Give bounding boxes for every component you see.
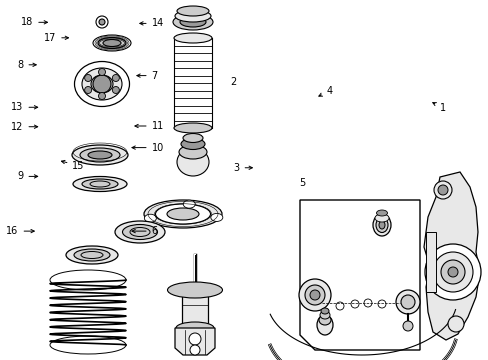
Ellipse shape <box>179 145 206 159</box>
Ellipse shape <box>91 75 113 93</box>
Circle shape <box>112 86 119 94</box>
Circle shape <box>98 68 105 76</box>
Circle shape <box>424 244 480 300</box>
Circle shape <box>309 290 319 300</box>
Text: 14: 14 <box>140 18 163 28</box>
Text: 9: 9 <box>17 171 38 181</box>
Circle shape <box>190 345 200 355</box>
Text: 17: 17 <box>44 33 68 43</box>
Ellipse shape <box>74 249 110 261</box>
Ellipse shape <box>144 214 156 222</box>
Ellipse shape <box>210 213 223 221</box>
Ellipse shape <box>167 282 222 298</box>
Polygon shape <box>299 200 419 350</box>
Circle shape <box>112 75 119 81</box>
Ellipse shape <box>319 311 329 319</box>
Text: 7: 7 <box>137 71 158 81</box>
Bar <box>425 232 435 292</box>
Text: 1: 1 <box>432 103 446 113</box>
Ellipse shape <box>155 204 210 224</box>
Circle shape <box>189 333 201 345</box>
Ellipse shape <box>80 148 120 162</box>
Text: 4: 4 <box>318 86 332 96</box>
Circle shape <box>377 300 385 308</box>
Ellipse shape <box>181 139 204 149</box>
Ellipse shape <box>177 148 208 176</box>
Ellipse shape <box>82 179 118 189</box>
Polygon shape <box>423 172 479 340</box>
Circle shape <box>432 252 472 292</box>
Ellipse shape <box>88 151 112 159</box>
Ellipse shape <box>318 315 330 325</box>
Ellipse shape <box>66 246 118 264</box>
Ellipse shape <box>372 214 390 236</box>
Text: 13: 13 <box>11 102 38 112</box>
Circle shape <box>402 321 412 331</box>
Text: 10: 10 <box>132 143 163 153</box>
Ellipse shape <box>176 322 214 334</box>
Circle shape <box>363 299 371 307</box>
Text: 2: 2 <box>230 77 236 87</box>
Circle shape <box>350 300 358 308</box>
Ellipse shape <box>320 308 328 314</box>
Circle shape <box>400 295 414 309</box>
Ellipse shape <box>375 217 387 233</box>
Ellipse shape <box>93 35 131 51</box>
Text: 15: 15 <box>61 161 84 171</box>
Bar <box>182 290 207 328</box>
Ellipse shape <box>82 68 122 100</box>
Text: 8: 8 <box>17 60 36 70</box>
Circle shape <box>335 302 343 310</box>
Text: 18: 18 <box>21 17 47 27</box>
Ellipse shape <box>73 176 127 192</box>
Circle shape <box>433 181 451 199</box>
Circle shape <box>447 267 457 277</box>
Ellipse shape <box>167 208 199 220</box>
Ellipse shape <box>174 33 212 43</box>
Text: 3: 3 <box>233 163 252 173</box>
Ellipse shape <box>183 134 203 143</box>
Ellipse shape <box>103 40 121 46</box>
Ellipse shape <box>98 37 126 49</box>
Ellipse shape <box>376 210 386 216</box>
Ellipse shape <box>374 214 388 222</box>
Ellipse shape <box>180 17 205 27</box>
Text: 6: 6 <box>132 226 158 236</box>
Circle shape <box>305 285 325 305</box>
Ellipse shape <box>99 19 105 25</box>
Circle shape <box>298 279 330 311</box>
Text: 16: 16 <box>6 226 34 236</box>
Ellipse shape <box>115 221 164 243</box>
Ellipse shape <box>74 62 129 107</box>
Circle shape <box>84 75 91 81</box>
Ellipse shape <box>177 6 208 16</box>
Ellipse shape <box>72 145 128 165</box>
Text: 5: 5 <box>299 178 305 188</box>
Ellipse shape <box>173 14 213 30</box>
Text: 12: 12 <box>11 122 38 132</box>
Ellipse shape <box>122 225 157 239</box>
Circle shape <box>84 86 91 94</box>
Ellipse shape <box>174 123 212 133</box>
Circle shape <box>395 290 419 314</box>
Circle shape <box>440 260 464 284</box>
Ellipse shape <box>316 315 332 335</box>
Circle shape <box>447 316 463 332</box>
Ellipse shape <box>175 10 210 22</box>
Text: 11: 11 <box>135 121 163 131</box>
Ellipse shape <box>96 16 108 28</box>
Polygon shape <box>175 328 215 355</box>
Circle shape <box>437 185 447 195</box>
Ellipse shape <box>183 200 195 208</box>
Ellipse shape <box>378 221 384 229</box>
Ellipse shape <box>143 200 222 228</box>
Circle shape <box>93 75 111 93</box>
Circle shape <box>98 93 105 99</box>
